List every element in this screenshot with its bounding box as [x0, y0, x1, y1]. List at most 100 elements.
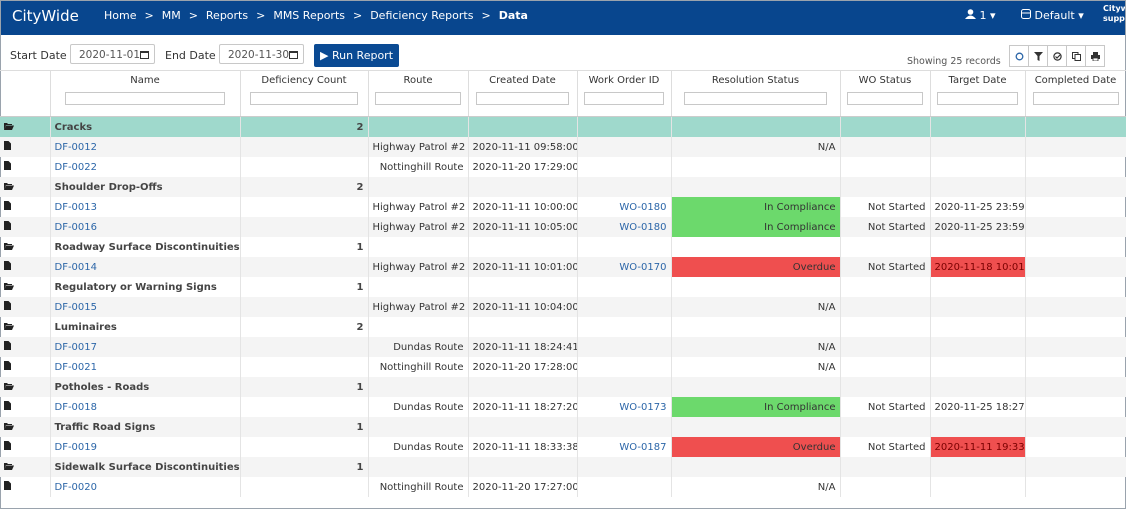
group-row[interactable]: Sidewalk Surface Discontinuities 1: [0, 457, 1126, 477]
empty-cell: [577, 177, 672, 197]
column-header[interactable]: Deficiency Count: [240, 70, 369, 117]
column-filter[interactable]: [1032, 92, 1119, 105]
cell: Overdue: [671, 437, 841, 457]
cell-text: Highway Patrol #2: [372, 261, 466, 273]
cell-text: 2020-11-11 10:05:00: [472, 221, 577, 233]
breadcrumb[interactable]: Deficiency Reports: [370, 9, 474, 22]
data-row: DF-0022 Nottinghill Route 2020-11-20 17:29…: [0, 157, 1126, 177]
deficiency-link[interactable]: DF-0020: [54, 481, 98, 493]
cell: [240, 357, 369, 377]
cell-text: Highway Patrol #2: [372, 201, 466, 213]
column-header[interactable]: WO Status: [840, 70, 931, 117]
group-row[interactable]: Roadway Surface Discontinuities 1: [0, 237, 1126, 257]
start-date-input[interactable]: 2020-11-01: [70, 44, 155, 64]
work-order-link[interactable]: WO-0180: [619, 221, 667, 233]
deficiency-link[interactable]: DF-0013: [54, 201, 98, 213]
cell: [1025, 397, 1126, 417]
empty-cell: [930, 177, 1026, 197]
column-header[interactable]: Completed Date: [1025, 70, 1126, 117]
column-filter[interactable]: [683, 92, 828, 105]
empty-cell: [468, 457, 578, 477]
deficiency-link[interactable]: DF-0021: [54, 361, 98, 373]
work-order-link[interactable]: WO-0187: [619, 441, 667, 453]
file-icon: [4, 201, 11, 210]
database-menu[interactable]: Default ▾: [1021, 9, 1084, 22]
deficiency-link[interactable]: DF-0012: [54, 141, 98, 153]
empty-cell: [840, 237, 931, 257]
end-date-input[interactable]: 2020-11-30: [219, 44, 304, 64]
work-order-link[interactable]: WO-0173: [619, 401, 667, 413]
cell: [240, 217, 369, 237]
copy-button[interactable]: [1066, 45, 1086, 67]
refresh-button[interactable]: [1009, 45, 1029, 67]
column-filter[interactable]: [937, 92, 1018, 105]
empty-cell: [368, 417, 469, 437]
deficiency-link[interactable]: DF-0014: [54, 261, 98, 273]
empty-cell: [671, 116, 841, 137]
row-icon: [0, 197, 51, 217]
deficiency-link[interactable]: DF-0022: [54, 161, 98, 173]
deficiency-link[interactable]: DF-0019: [54, 441, 98, 453]
group-icon: [0, 377, 51, 397]
data-row: DF-0014 Highway Patrol #2 2020-11-11 10:01…: [0, 257, 1126, 277]
group-row[interactable]: Shoulder Drop-Offs 2: [0, 177, 1126, 197]
group-count: 1: [240, 377, 369, 397]
cell: [1025, 257, 1126, 277]
column-filter[interactable]: [64, 92, 226, 105]
run-report-label: Run Report: [331, 49, 394, 62]
deficiency-link[interactable]: DF-0018: [54, 401, 98, 413]
user-menu[interactable]: 1 ▾: [965, 9, 996, 22]
cell: DF-0019: [50, 437, 241, 457]
cell: [1025, 157, 1126, 177]
group-icon: [0, 317, 51, 337]
cell: 2020-11-11 10:00:00: [468, 197, 578, 217]
column-filter[interactable]: [476, 92, 569, 105]
deficiency-link[interactable]: DF-0017: [54, 341, 98, 353]
column-filter[interactable]: [249, 92, 359, 105]
group-row[interactable]: Traffic Road Signs 1: [0, 417, 1126, 437]
check-button[interactable]: [1047, 45, 1067, 67]
group-icon: [0, 457, 51, 477]
cell: Not Started: [840, 257, 931, 277]
deficiency-link[interactable]: DF-0016: [54, 221, 98, 233]
empty-cell: [368, 237, 469, 257]
row-icon: [0, 137, 51, 157]
empty-cell: [671, 177, 841, 197]
breadcrumb[interactable]: Home: [104, 9, 137, 22]
column-header[interactable]: Created Date: [468, 70, 578, 117]
group-row[interactable]: Potholes - Roads 1: [0, 377, 1126, 397]
cell: 2020-11-11 10:05:00: [468, 217, 578, 237]
cell-text: N/A: [817, 301, 836, 313]
column-filter[interactable]: [583, 92, 665, 105]
column-filter[interactable]: [846, 92, 924, 105]
column-filter[interactable]: [375, 92, 461, 105]
column-header[interactable]: Route: [368, 70, 469, 117]
group-count: 1: [240, 277, 369, 297]
work-order-link[interactable]: WO-0180: [619, 201, 667, 213]
account[interactable]: Cityw suppo: [1103, 4, 1125, 24]
filter-button[interactable]: [1028, 45, 1048, 67]
column-header[interactable]: Target Date: [930, 70, 1026, 117]
cell: N/A: [671, 477, 841, 497]
brand[interactable]: CityWide: [12, 7, 79, 25]
group-row[interactable]: Luminaires 2: [0, 317, 1126, 337]
cell: [577, 297, 672, 317]
group-icon: [0, 116, 51, 137]
column-header[interactable]: Resolution Status: [671, 70, 841, 117]
cell: 2020-11-11 09:58:00: [468, 137, 578, 157]
print-button[interactable]: [1085, 45, 1105, 67]
file-icon: [4, 261, 11, 270]
deficiency-link[interactable]: DF-0015: [54, 301, 98, 313]
breadcrumb[interactable]: Reports: [205, 9, 249, 22]
group-row[interactable]: Regulatory or Warning Signs 1: [0, 277, 1126, 297]
breadcrumb[interactable]: MM: [161, 9, 181, 22]
cell-text: 2020-11-25 23:59:...: [934, 221, 1025, 233]
run-report-button[interactable]: ▶ Run Report: [314, 44, 399, 67]
column-header[interactable]: Work Order ID: [577, 70, 672, 117]
breadcrumb[interactable]: MMS Reports: [273, 9, 345, 22]
empty-cell: [368, 177, 469, 197]
work-order-link[interactable]: WO-0170: [619, 261, 667, 273]
group-row[interactable]: Cracks 2: [0, 116, 1126, 137]
column-title: Resolution Status: [711, 75, 800, 86]
column-header[interactable]: Name: [50, 70, 241, 117]
